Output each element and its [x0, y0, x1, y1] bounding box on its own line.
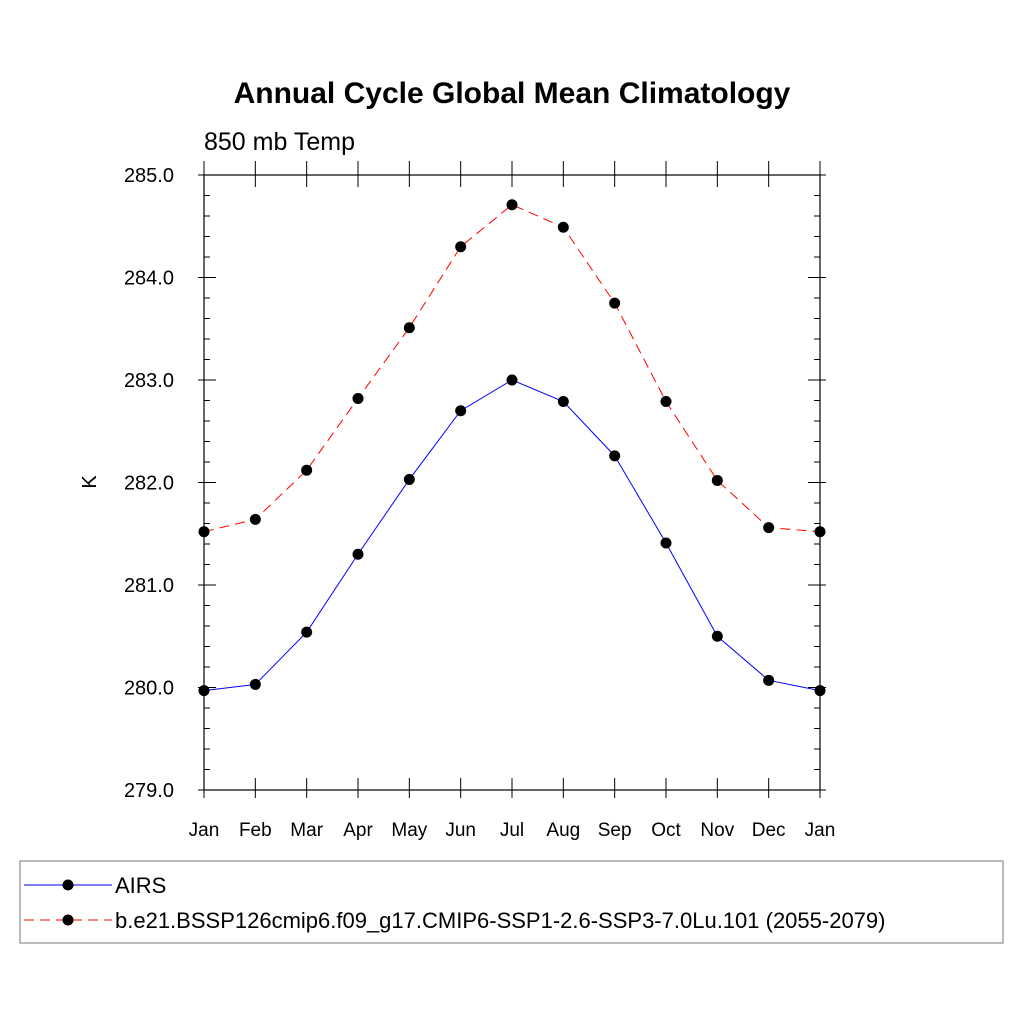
series-layer [198, 199, 826, 697]
x-tick-label: Sep [598, 820, 632, 841]
data-point [506, 374, 518, 386]
x-tick-labels: Jan Feb Mar Apr May Jun Jul Aug Sep Oct Nov Dec Jan [189, 820, 836, 841]
x-tick-label: Nov [700, 820, 734, 841]
data-point [249, 678, 261, 690]
data-point [609, 450, 621, 462]
data-point [352, 548, 364, 560]
y-tick-label: 284.0 [124, 268, 174, 290]
plot-frame [203, 174, 821, 791]
chart-title: Annual Cycle Global Mean Climatology [234, 77, 791, 110]
y-axis-label: K [79, 475, 101, 489]
x-tick-label: Oct [651, 820, 681, 841]
data-point [198, 526, 210, 538]
data-point [763, 674, 775, 686]
series-line-1 [203, 204, 821, 533]
series-line-0 [203, 379, 821, 692]
chart-subtitle: 850 mb Temp [204, 128, 355, 156]
y-tick-label: 280.0 [124, 678, 174, 700]
x-tick-label: Jan [805, 820, 836, 841]
data-point [249, 513, 261, 525]
data-point [301, 464, 313, 476]
y-tick-label: 279.0 [124, 780, 174, 802]
x-tick-label: Aug [546, 820, 580, 841]
legend-label-1: b.e21.BSSP126cmip6.f09_g17.CMIP6-SSP1-2.… [115, 908, 885, 933]
data-point [403, 473, 415, 485]
y-tick-label: 283.0 [124, 370, 174, 392]
y-tick-label: 285.0 [124, 165, 174, 187]
x-tick-label: Jan [189, 820, 220, 841]
x-tick-label: Mar [290, 820, 323, 841]
x-tick-label: Apr [343, 820, 373, 841]
legend-marker-1 [62, 914, 74, 926]
data-point [814, 685, 826, 697]
data-point [711, 630, 723, 642]
y-tick-labels: 279.0 280.0 281.0 282.0 283.0 284.0 285.0 [124, 165, 174, 802]
x-tick-label: Jul [500, 820, 524, 841]
legend: AIRS b.e21.BSSP126cmip6.f09_g17.CMIP6-SSP… [24, 873, 885, 933]
data-point [403, 322, 415, 334]
data-point [301, 626, 313, 638]
legend-box [19, 860, 1004, 944]
data-point [455, 405, 467, 417]
data-point [660, 537, 672, 549]
data-point [763, 522, 775, 534]
x-tick-label: May [391, 820, 427, 841]
legend-label-0: AIRS [115, 873, 166, 898]
x-tick-label: Jun [445, 820, 476, 841]
axis-ticks [198, 161, 826, 798]
data-point [814, 526, 826, 538]
x-tick-label: Feb [239, 820, 272, 841]
data-point [609, 297, 621, 309]
legend-marker-0 [62, 879, 74, 891]
data-point [711, 474, 723, 486]
x-tick-label: Dec [752, 820, 786, 841]
data-point [352, 392, 364, 404]
y-tick-label: 282.0 [124, 473, 174, 495]
data-point [557, 221, 569, 233]
data-point [660, 396, 672, 408]
data-point [557, 396, 569, 408]
data-point [455, 241, 467, 253]
data-point [198, 685, 210, 697]
data-point [506, 199, 518, 211]
y-tick-label: 281.0 [124, 575, 174, 597]
